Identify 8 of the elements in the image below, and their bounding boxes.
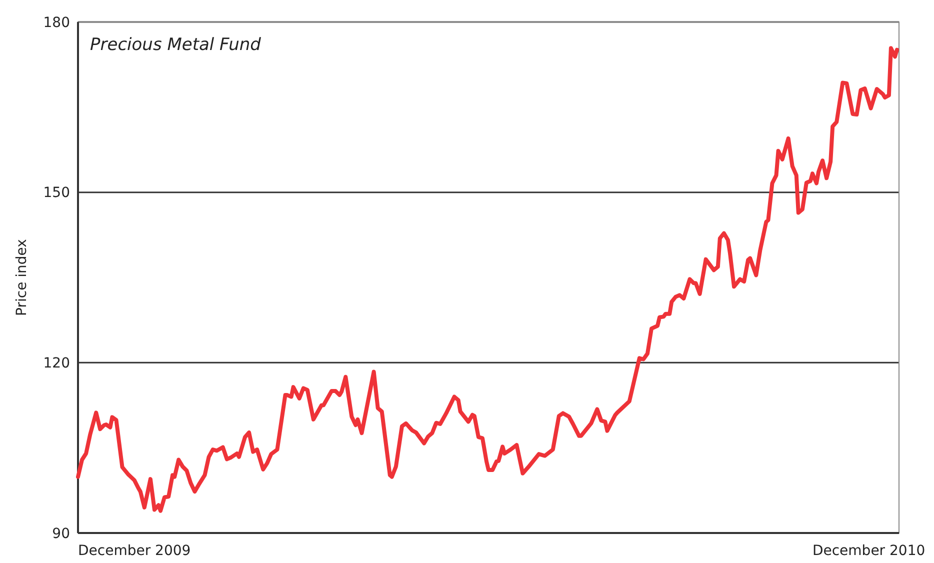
text: Precious Metal Fund: [90, 35, 262, 55]
y-axis-title: Price index: [14, 239, 30, 316]
x-tick-label: December 2010: [812, 543, 926, 559]
y-tick-label: 120: [43, 356, 70, 372]
x-tick-label: December 2009: [78, 543, 191, 559]
y-tick-label: 150: [43, 185, 70, 202]
y-tick-label: 90: [52, 526, 70, 542]
y-tick-label: 180: [43, 14, 70, 31]
